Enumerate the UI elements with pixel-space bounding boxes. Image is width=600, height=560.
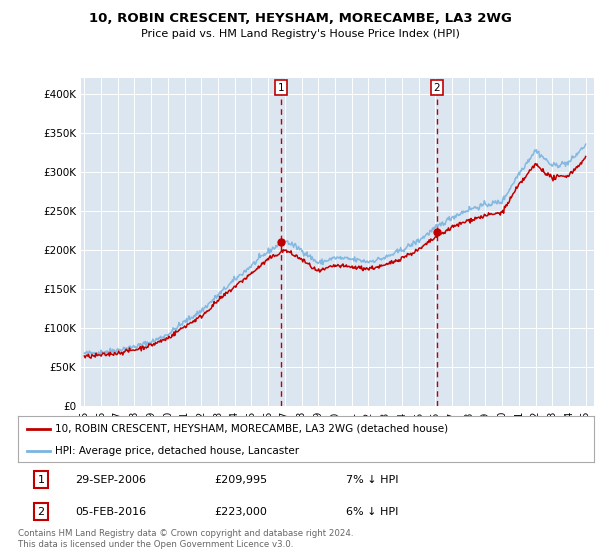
Text: £223,000: £223,000	[214, 507, 267, 517]
Text: Contains HM Land Registry data © Crown copyright and database right 2024.
This d: Contains HM Land Registry data © Crown c…	[18, 529, 353, 549]
Text: 1: 1	[38, 474, 44, 484]
Text: 29-SEP-2006: 29-SEP-2006	[76, 474, 146, 484]
Text: 10, ROBIN CRESCENT, HEYSHAM, MORECAMBE, LA3 2WG (detached house): 10, ROBIN CRESCENT, HEYSHAM, MORECAMBE, …	[55, 424, 449, 434]
Text: HPI: Average price, detached house, Lancaster: HPI: Average price, detached house, Lanc…	[55, 446, 299, 455]
Text: 05-FEB-2016: 05-FEB-2016	[76, 507, 147, 517]
Text: 2: 2	[434, 83, 440, 93]
Text: 7% ↓ HPI: 7% ↓ HPI	[346, 474, 399, 484]
Text: 10, ROBIN CRESCENT, HEYSHAM, MORECAMBE, LA3 2WG: 10, ROBIN CRESCENT, HEYSHAM, MORECAMBE, …	[89, 12, 511, 25]
Text: 1: 1	[277, 83, 284, 93]
Text: £209,995: £209,995	[214, 474, 267, 484]
Text: Price paid vs. HM Land Registry's House Price Index (HPI): Price paid vs. HM Land Registry's House …	[140, 29, 460, 39]
Text: 2: 2	[37, 507, 44, 517]
Text: 6% ↓ HPI: 6% ↓ HPI	[346, 507, 398, 517]
